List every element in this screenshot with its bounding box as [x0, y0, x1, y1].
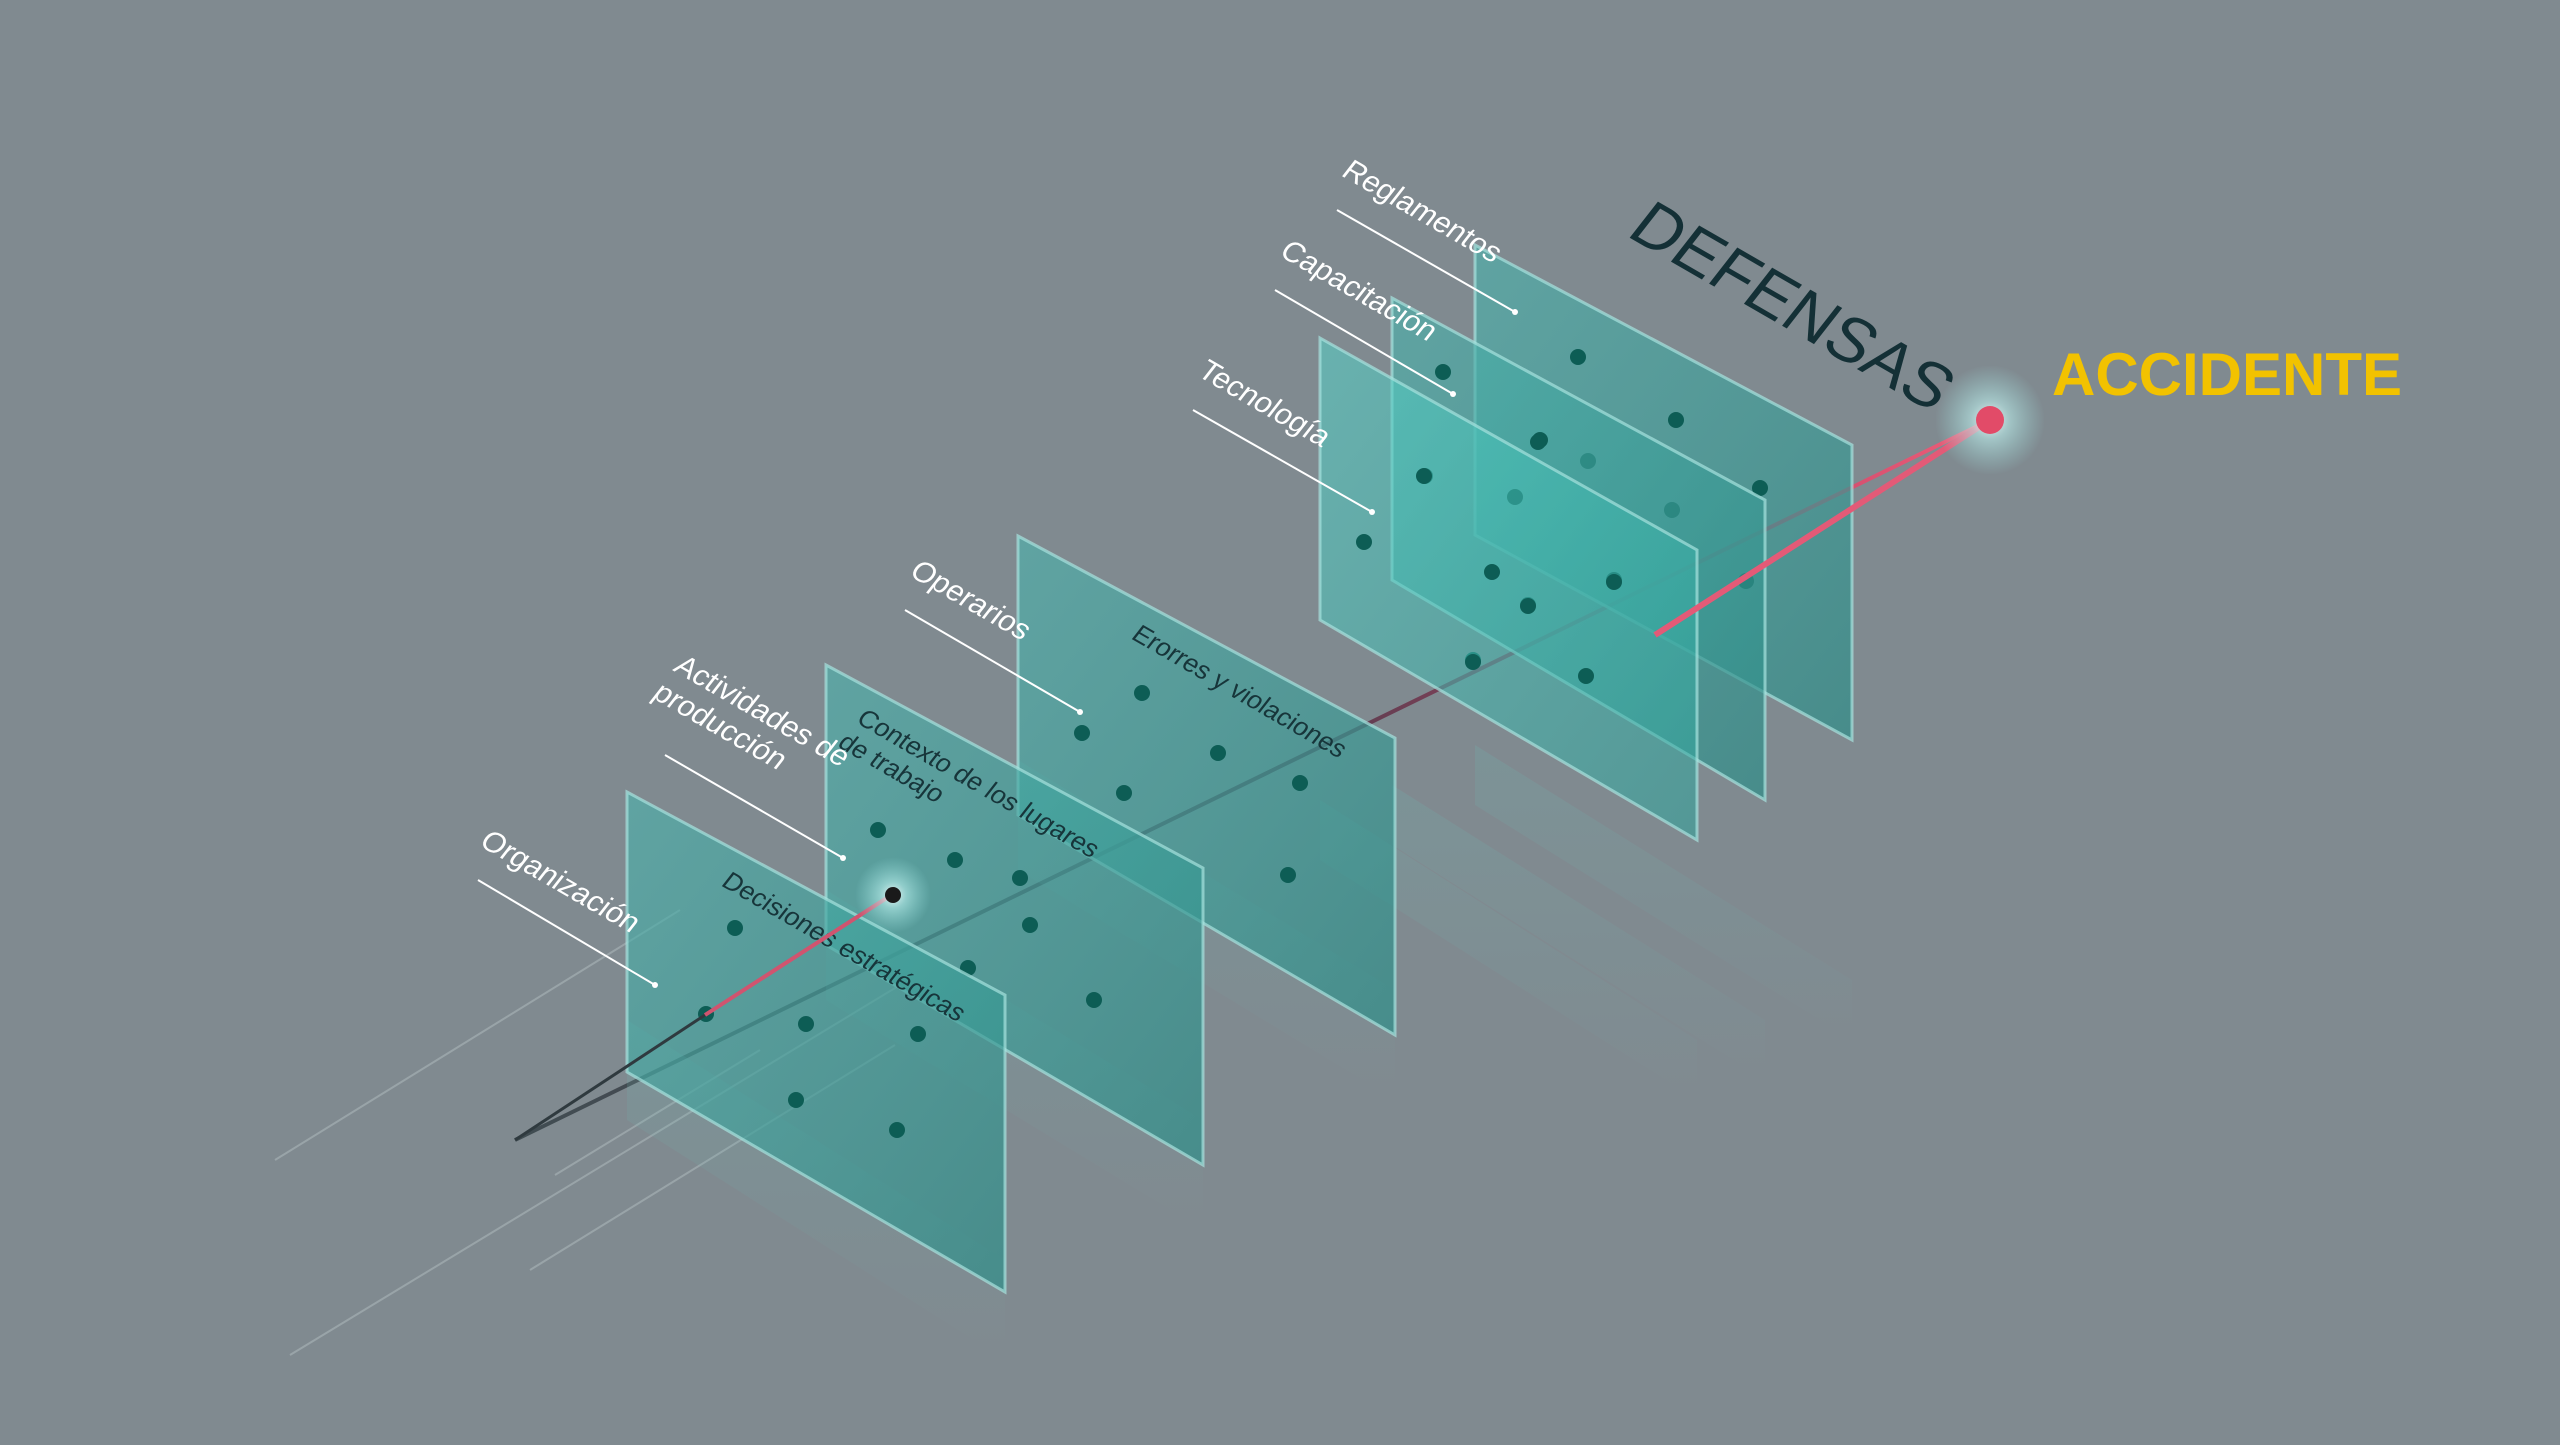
breach-point	[885, 887, 901, 903]
hole-dot	[947, 852, 963, 868]
hole-dot	[788, 1092, 804, 1108]
panel-holes	[870, 822, 1102, 1008]
panel-reflection	[1320, 800, 1697, 1100]
side-label-reglamentos: Reglamentos	[1336, 154, 1509, 268]
hole-dot	[910, 1026, 926, 1042]
leader-line-organizacion	[477, 879, 656, 986]
panel-reflection	[1392, 785, 1765, 1080]
side-label-organizacion: Organización	[474, 824, 647, 938]
hole-dot	[1484, 564, 1500, 580]
hole-dot	[1134, 685, 1150, 701]
hole-dot	[1520, 598, 1536, 614]
hole-dot	[1668, 412, 1684, 428]
panel-tecnologia	[1318, 335, 1699, 1100]
side-label-tecnologia: Tecnología	[1192, 354, 1338, 453]
hole-dot	[889, 1122, 905, 1138]
leader-dot	[1369, 509, 1375, 515]
accident-point	[1976, 406, 2004, 434]
hole-dot	[798, 1016, 814, 1032]
hole-dot	[1416, 468, 1432, 484]
ray-segment	[1653, 417, 1992, 638]
panel-holes	[1074, 685, 1308, 883]
hole-dot	[1086, 992, 1102, 1008]
hole-dot	[1435, 364, 1451, 380]
leader-lines	[477, 209, 1516, 986]
leader-dot	[1450, 391, 1456, 397]
streak-line	[274, 909, 681, 1161]
panel-plate	[1318, 335, 1699, 843]
hole-dot	[1530, 434, 1546, 450]
panel-reflection	[1475, 745, 1852, 1040]
leader-line-capacitacion	[1274, 289, 1454, 395]
hole-dot	[1116, 785, 1132, 801]
hole-dot	[1465, 654, 1481, 670]
hole-dot	[1578, 668, 1594, 684]
accident-label: ACCIDENTE	[2052, 341, 2402, 408]
hole-dot	[1280, 867, 1296, 883]
hole-dot	[727, 920, 743, 936]
hole-dot	[1292, 775, 1308, 791]
side-label-capacitacion: Capacitación	[1274, 234, 1445, 347]
leader-dot	[840, 855, 846, 861]
hole-dot	[1570, 349, 1586, 365]
hole-dot	[1074, 725, 1090, 741]
panel-holes	[1356, 434, 1622, 684]
leader-dot	[1077, 709, 1083, 715]
panel-plate	[824, 662, 1205, 1168]
hole-dot	[1022, 917, 1038, 933]
hole-dot	[1210, 745, 1226, 761]
leader-line-operarios	[904, 609, 1081, 713]
hole-dot	[1752, 480, 1768, 496]
hole-dot	[1606, 574, 1622, 590]
leader-endpoints	[652, 309, 1518, 988]
panel-plate	[1016, 533, 1397, 1038]
leader-dot	[652, 982, 658, 988]
leader-dot	[1512, 309, 1518, 315]
hole-dot	[1356, 534, 1372, 550]
leader-line-reglamentos	[1336, 209, 1516, 313]
hole-dot	[870, 822, 886, 838]
ray-segment	[514, 1013, 706, 1142]
leader-line-actividades	[664, 754, 844, 859]
leader-line-tecnologia	[1192, 409, 1373, 513]
hole-dot	[1012, 870, 1028, 886]
